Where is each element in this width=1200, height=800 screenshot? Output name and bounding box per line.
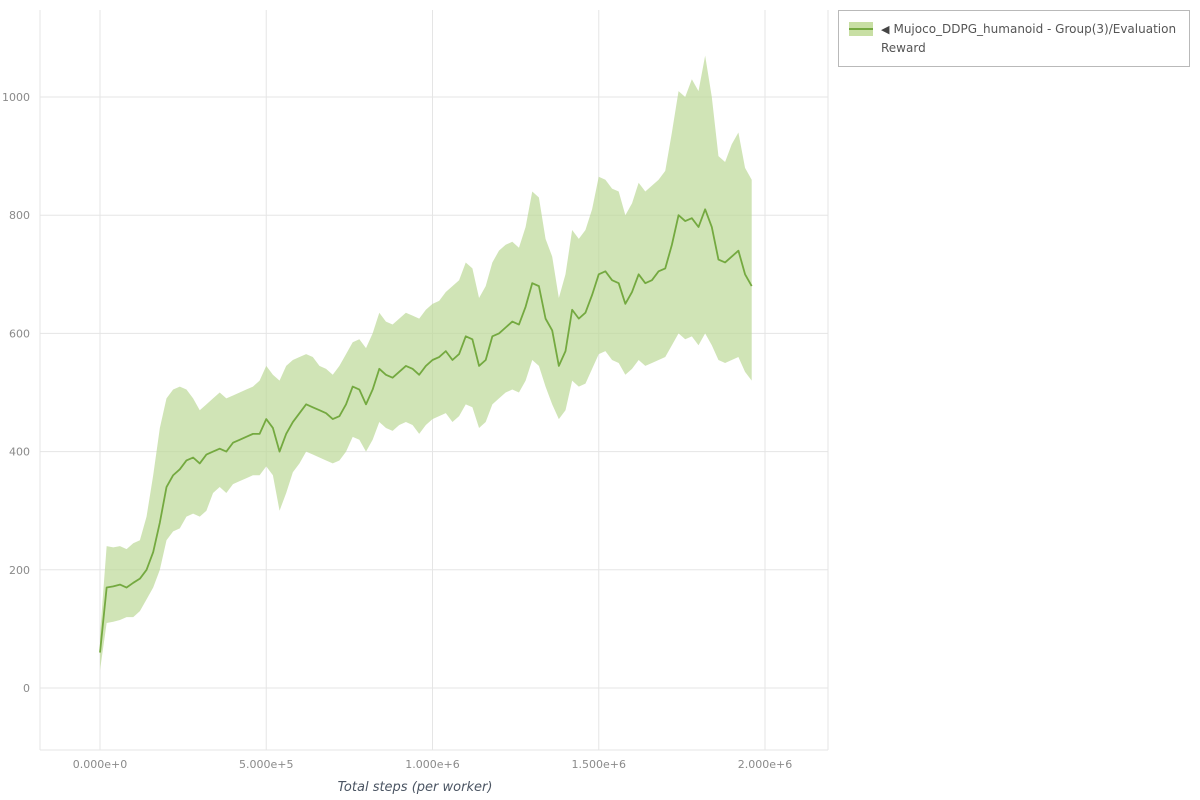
x-tick-labels: 0.000e+0 5.000e+5 1.000e+6 1.500e+6 2.000e+6 [73,758,792,771]
svg-text:800: 800 [9,209,30,222]
svg-text:2.000e+6: 2.000e+6 [738,758,792,771]
svg-text:0: 0 [23,682,30,695]
legend-collapse-icon[interactable]: ◀ [881,23,890,36]
svg-text:5.000e+5: 5.000e+5 [239,758,293,771]
svg-text:1.500e+6: 1.500e+6 [572,758,626,771]
legend-swatch-line-icon [849,28,873,30]
confidence-band [100,55,752,671]
mean-line[interactable] [99,208,753,653]
svg-text:200: 200 [9,564,30,577]
svg-text:0.000e+0: 0.000e+0 [73,758,127,771]
reward-line-chart[interactable]: 0.000e+0 5.000e+5 1.000e+6 1.500e+6 2.000e+6… [0,0,830,800]
legend-series-label: Mujoco_DDPG_humanoid - Group(3)/Evaluati… [881,22,1177,55]
svg-text:1.000e+6: 1.000e+6 [405,758,459,771]
svg-text:400: 400 [9,446,30,459]
legend-series-swatch-icon [849,22,873,36]
legend[interactable]: ◀ Mujoco_DDPG_humanoid - Group(3)/Evaluat… [838,10,1190,68]
x-axis-title: Total steps (per worker) [337,780,493,795]
y-tick-labels: 0 200 400 600 800 1000 [2,91,30,695]
svg-text:1000: 1000 [2,91,30,104]
svg-text:600: 600 [9,327,30,340]
legend-entry[interactable]: ◀ Mujoco_DDPG_humanoid - Group(3)/Evaluat… [881,20,1179,57]
